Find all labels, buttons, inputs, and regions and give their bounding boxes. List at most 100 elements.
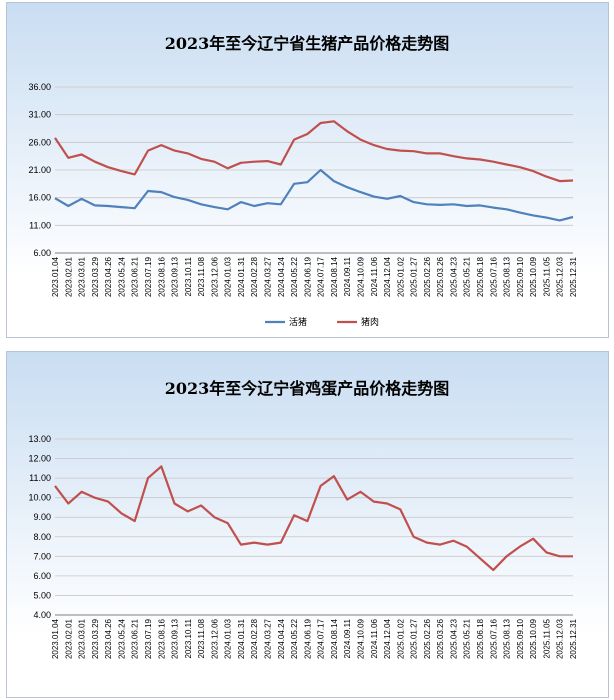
x-tick-label: 2023.05.24 [117, 256, 126, 297]
egg-price-chart: 2023年至今辽宁省鸡蛋产品价格走势图 4.00 5.00 6.00 7.00 8.00… [28, 379, 578, 659]
x-tick-label: 2024.01.31 [237, 618, 246, 659]
x-tick-label: 2025.08.13 [503, 256, 512, 297]
x-tick-label: 2025.08.13 [503, 618, 512, 659]
series-line-0 [54, 168, 574, 222]
plot-area: 6.00 11.00 16.00 21.00 26.00 31.00 36.00 2023.0… [28, 82, 578, 328]
pork-chart-panel: 2023年至今辽宁省生猪产品价格走势图 6.00 11.00 16.00 21.00 2… [6, 2, 609, 338]
x-tick-label: 2025.12.03 [556, 618, 565, 659]
y-tick-label: 13.00 [28, 434, 51, 444]
x-tick-label: 2024.03.27 [264, 256, 273, 297]
x-tick-label: 2025.10.09 [529, 256, 538, 297]
x-tick-label: 2024.04.24 [277, 618, 286, 659]
x-tick-label: 2025.10.09 [529, 618, 538, 659]
y-tick-label: 12.00 [28, 454, 51, 464]
y-tick-label: 11.00 [29, 220, 51, 230]
x-tick-label: 2025.07.16 [489, 618, 498, 659]
x-tick-label: 2024.05.22 [290, 256, 299, 297]
x-tick-label: 2023.01.04 [51, 618, 60, 659]
x-tick-label: 2024.01.03 [224, 618, 233, 659]
x-tick-label: 2024.05.22 [290, 618, 299, 659]
x-tick-label: 2023.12.06 [210, 256, 219, 297]
chart-title: 2023年至今辽宁省鸡蛋产品价格走势图 [165, 379, 450, 398]
x-tick-label: 2025.09.10 [516, 256, 525, 297]
y-tick-label: 10.00 [28, 493, 51, 503]
x-tick-label: 2024.07.17 [317, 618, 326, 659]
x-tick-label: 2023.02.01 [64, 618, 73, 659]
series-line-0 [54, 465, 573, 572]
x-tick-label: 2025.12.31 [569, 256, 578, 297]
y-tick-label: 4.00 [33, 610, 51, 620]
x-tick-label: 2023.06.21 [131, 618, 140, 659]
y-tick-label: 9.00 [33, 512, 51, 522]
x-tick-label: 2024.02.28 [250, 618, 259, 659]
chart-title: 2023年至今辽宁省生猪产品价格走势图 [165, 34, 450, 53]
x-tick-label: 2024.08.14 [330, 618, 339, 659]
y-tick-label: 26.00 [28, 137, 51, 147]
x-tick-label: 2023.02.01 [64, 256, 73, 297]
y-tick-label: 5.00 [33, 590, 51, 600]
x-tick-label: 2023.11.08 [197, 256, 206, 296]
plot-area: 4.00 5.00 6.00 7.00 8.00 9.00 10.00 11.00 12.00 1… [28, 434, 578, 659]
y-tick-label: 7.00 [33, 551, 51, 561]
x-tick-label: 2023.03.01 [78, 256, 87, 297]
x-tick-label: 2023.03.29 [91, 618, 100, 659]
x-tick-label: 2024.04.24 [277, 256, 286, 297]
x-tick-label: 2023.01.04 [51, 256, 60, 297]
x-tick-label: 2025.12.03 [556, 256, 565, 297]
x-tick-label: 2023.08.16 [157, 618, 166, 659]
x-tick-label: 2023.09.13 [171, 618, 180, 659]
x-tick-label: 2023.12.06 [210, 618, 219, 659]
x-tick-label: 2025.01.27 [410, 256, 419, 297]
x-tick-label: 2025.09.10 [516, 618, 525, 659]
y-tick-label: 11.00 [29, 473, 51, 483]
x-tick-label: 2023.06.21 [131, 256, 140, 297]
x-tick-label: 2025.03.26 [436, 618, 445, 659]
x-tick-label: 2025.02.26 [423, 618, 432, 659]
legend-entry: 猪肉 [361, 316, 379, 328]
x-tick-label: 2024.10.09 [356, 618, 365, 659]
x-tick-label: 2024.07.17 [317, 256, 326, 297]
x-tick-label: 2023.11.08 [197, 618, 206, 658]
x-tick-label: 2025.05.21 [463, 618, 472, 659]
x-tick-label: 2025.02.26 [423, 256, 432, 297]
x-tick-label: 2025.07.16 [489, 256, 498, 297]
x-tick-label: 2025.01.27 [410, 618, 419, 659]
x-tick-label: 2023.10.11 [184, 256, 193, 296]
x-tick-label: 2024.03.27 [264, 618, 273, 659]
x-tick-label: 2023.08.16 [157, 256, 166, 297]
x-tick-label: 2025.05.21 [463, 256, 472, 297]
x-tick-label: 2024.06.19 [303, 618, 312, 659]
x-tick-label: 2025.04.23 [449, 618, 458, 659]
x-tick-label: 2025.06.18 [476, 256, 485, 297]
pork-price-chart: 2023年至今辽宁省生猪产品价格走势图 6.00 11.00 16.00 21.00 2… [28, 34, 578, 328]
x-tick-label: 2025.12.31 [569, 618, 578, 659]
x-tick-label: 2023.07.19 [144, 618, 153, 659]
y-tick-label: 36.00 [28, 82, 51, 92]
x-tick-label: 2024.12.04 [383, 256, 392, 297]
x-tick-label: 2024.09.11 [343, 256, 352, 296]
y-tick-label: 6.00 [33, 571, 51, 581]
x-tick-label: 2024.06.19 [303, 256, 312, 297]
x-tick-label: 2025.01.02 [396, 256, 405, 297]
x-tick-label: 2024.01.03 [224, 256, 233, 297]
x-tick-label: 2023.03.01 [78, 618, 87, 659]
x-tick-label: 2024.09.11 [343, 618, 352, 658]
x-tick-label: 2023.04.26 [104, 618, 113, 659]
legend-entry: 活猪 [289, 316, 307, 328]
x-tick-label: 2025.03.26 [436, 256, 445, 297]
x-tick-label: 2025.11.05 [542, 618, 551, 658]
x-tick-label: 2024.01.31 [237, 256, 246, 297]
y-tick-label: 16.00 [28, 193, 51, 203]
x-tick-label: 2024.12.04 [383, 618, 392, 659]
x-tick-label: 2024.08.14 [330, 256, 339, 297]
y-tick-label: 31.00 [28, 110, 51, 120]
x-tick-label: 2023.05.24 [117, 618, 126, 659]
x-tick-label: 2024.02.28 [250, 256, 259, 297]
x-tick-label: 2024.11.06 [370, 256, 379, 296]
x-tick-label: 2025.04.23 [449, 256, 458, 297]
series-line-1 [54, 120, 574, 183]
x-tick-label: 2024.11.06 [370, 618, 379, 658]
x-tick-label: 2024.10.09 [356, 256, 365, 297]
x-tick-label: 2023.10.11 [184, 618, 193, 658]
egg-chart-panel: 2023年至今辽宁省鸡蛋产品价格走势图 4.00 5.00 6.00 7.00 8.00… [6, 351, 609, 698]
